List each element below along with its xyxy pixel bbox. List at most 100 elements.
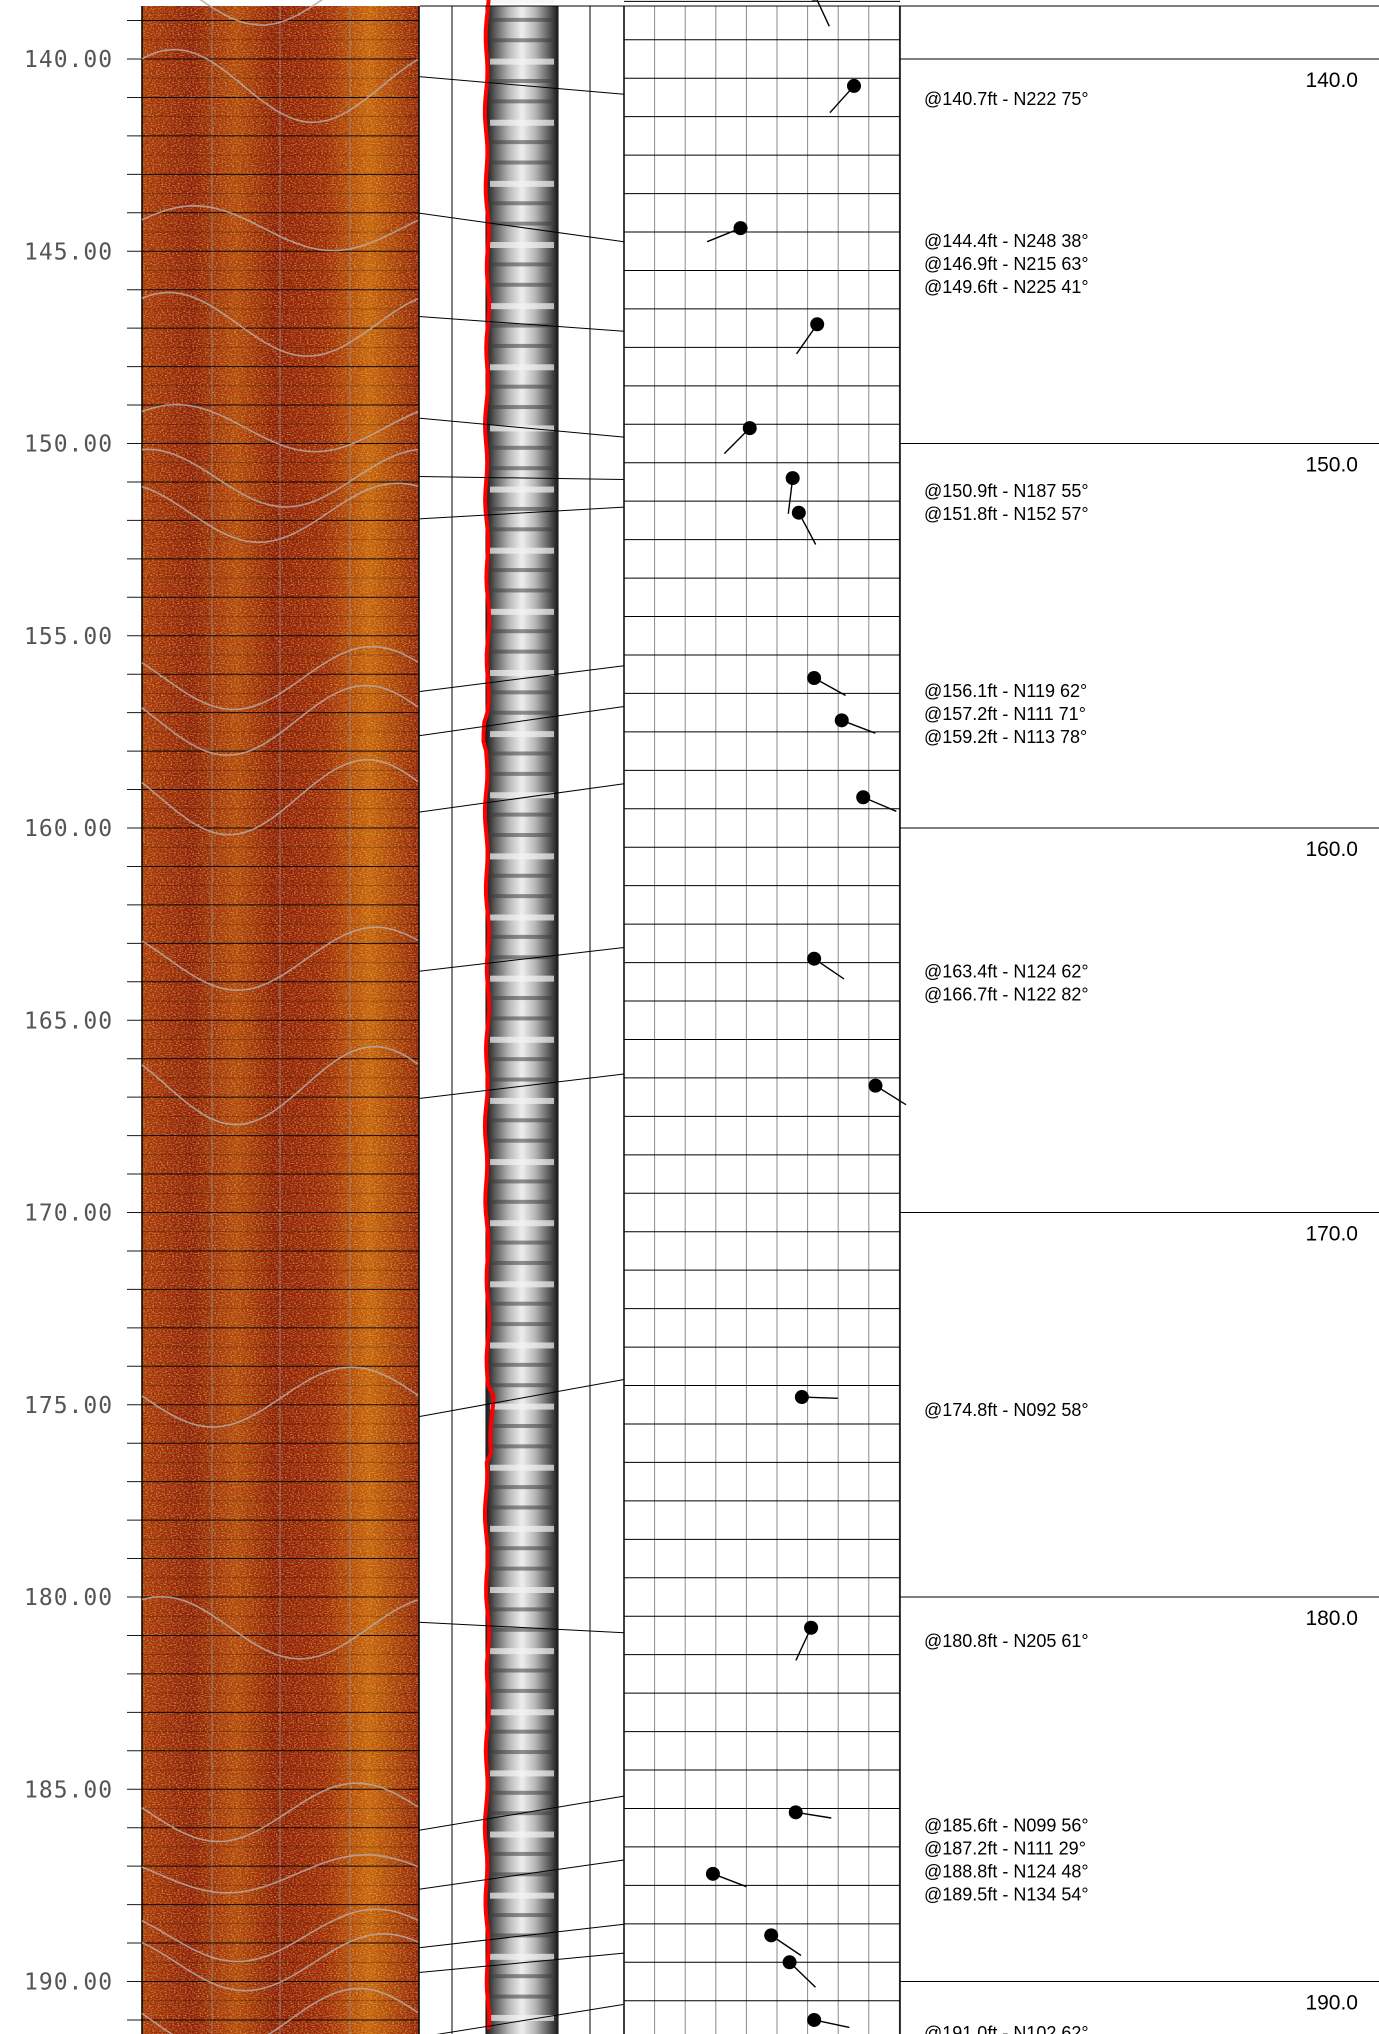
sinusoid	[141, 926, 419, 991]
tadpole-grid	[623, 0, 901, 2034]
casing-ring	[490, 1953, 554, 1960]
casing-ring	[490, 160, 554, 165]
casing-ring	[490, 0, 554, 4]
casing-ring	[490, 527, 554, 532]
tadpole-head	[810, 317, 825, 332]
depth-label: 190.00	[24, 1970, 113, 1996]
sinusoid	[141, 482, 419, 543]
sinusoid	[141, 1908, 419, 1963]
casing-ring	[490, 1505, 554, 1510]
dip-annotation: @174.8ft - N092 58°	[924, 1400, 1089, 1420]
dip-annotation: @144.4ft - N248 38°	[924, 231, 1089, 251]
dip-annotation: @163.4ft - N124 62°	[924, 962, 1089, 982]
correlation-line	[418, 1952, 625, 1973]
casing-ring	[490, 751, 554, 756]
sinusoid	[141, 1854, 419, 1894]
casing-ring	[490, 669, 554, 676]
casing-ring	[490, 140, 554, 145]
casing-ring	[490, 1097, 554, 1104]
correlation-lines	[418, 76, 625, 2034]
depth-label: 170.00	[24, 1201, 113, 1227]
casing-ring	[490, 1790, 554, 1795]
casing-ring	[490, 1179, 554, 1184]
casing-ring	[490, 1057, 554, 1062]
casing-ring	[490, 1994, 554, 1999]
dip-annotation: @149.6ft - N225 41°	[924, 277, 1089, 297]
casing-ring	[490, 731, 554, 738]
depth-label: 175.00	[24, 1393, 113, 1419]
scale-label: 190.0	[1305, 1992, 1358, 2015]
casing-ring	[490, 323, 554, 328]
casing-ring	[490, 1016, 554, 1021]
casing-ring	[490, 38, 554, 43]
casing-ring	[490, 1362, 554, 1367]
tadpole-head	[807, 951, 822, 966]
casing-ring	[490, 792, 554, 799]
correlation-line	[418, 665, 625, 693]
casing-ring	[490, 78, 554, 83]
casing-ring	[490, 1403, 554, 1410]
scale-label: 170.0	[1305, 1223, 1358, 1246]
casing-ring	[490, 1485, 554, 1490]
dip-annotation: @189.5ft - N134 54°	[924, 1884, 1089, 1904]
casing-ring	[490, 1199, 554, 1204]
casing-ring	[490, 1423, 554, 1428]
casing-ring	[490, 914, 554, 921]
sinusoid	[141, 291, 419, 357]
image-grid	[127, 6, 420, 2034]
casing-ring	[490, 405, 554, 410]
tadpole-head	[782, 1955, 797, 1970]
casing-ring	[490, 221, 554, 226]
dip-annotation: @180.8ft - N205 61°	[924, 1631, 1089, 1651]
casing-ring	[490, 853, 554, 860]
scale-label: 180.0	[1305, 1607, 1358, 1630]
caliper-curve	[481, 0, 496, 2030]
depth-label: 150.00	[24, 432, 113, 458]
dip-annotation: @156.1ft - N119 62°	[924, 681, 1087, 701]
tadpole-track	[623, 0, 907, 2034]
casing-ring	[490, 1240, 554, 1245]
casing-ring	[490, 180, 554, 187]
correlation-line	[418, 506, 625, 520]
tadpole-head	[794, 1390, 809, 1405]
tadpole-tail	[816, 0, 830, 27]
casing-rings	[490, 0, 554, 2021]
casing-ring	[490, 1464, 554, 1471]
casing-ring	[490, 119, 554, 126]
casing-ring	[490, 242, 554, 249]
casing-ring	[490, 608, 554, 615]
casing-ring	[490, 1220, 554, 1227]
tadpole-head	[705, 1866, 720, 1881]
depth-label: 155.00	[24, 624, 113, 650]
sinusoid	[141, 1045, 419, 1126]
sinusoid	[141, 204, 419, 252]
tadpole-head	[785, 471, 800, 486]
dip-annotation: @187.2ft - N111 29°	[924, 1838, 1086, 1858]
casing-ring	[490, 1933, 554, 1938]
casing-ring	[490, 303, 554, 310]
correlation-line	[418, 1859, 625, 1890]
casing-ring	[490, 1138, 554, 1143]
correlation-line	[418, 1923, 625, 1949]
sinusoid	[199, 0, 323, 26]
casing-ring	[490, 1648, 554, 1655]
depth-label: 185.00	[24, 1777, 113, 1803]
casing-ring	[490, 1546, 554, 1551]
casing-ring	[490, 99, 554, 104]
casing-ring	[490, 425, 554, 432]
casing-ring	[490, 1118, 554, 1123]
casing-ring	[490, 1709, 554, 1716]
correlation-line	[418, 316, 625, 332]
casing-ring	[490, 1892, 554, 1899]
depth-scale-lines: 140.0 150.0 160.0 170.0 180.0 190.0	[420, 5, 1379, 2015]
depth-label: 145.00	[24, 239, 113, 265]
casing-ring	[490, 996, 554, 1001]
depth-label: 180.00	[24, 1585, 113, 1611]
depth-label: 160.00	[24, 816, 113, 842]
casing-ring	[490, 282, 554, 287]
casing-ring	[490, 894, 554, 899]
casing-ring	[490, 1688, 554, 1693]
correlation-line	[418, 947, 625, 972]
casing-ring	[490, 873, 554, 878]
